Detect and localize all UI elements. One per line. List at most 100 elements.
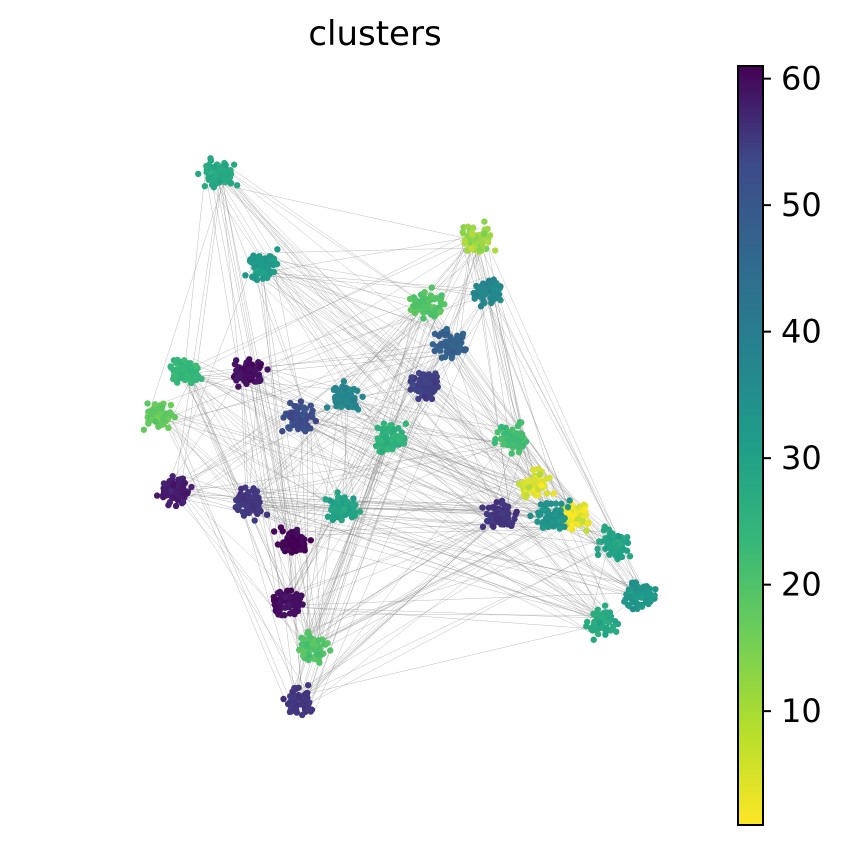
scatter-point xyxy=(356,508,364,515)
scatter-point xyxy=(205,161,213,168)
scatter-point xyxy=(326,647,334,654)
graph-edge xyxy=(340,504,647,599)
graph-edge xyxy=(290,413,613,611)
scatter-point xyxy=(194,372,202,380)
scatter-point xyxy=(239,508,247,516)
scatter-point xyxy=(564,503,572,511)
scatter-point xyxy=(201,183,209,190)
scatter-point xyxy=(489,504,497,511)
scatter-point xyxy=(140,426,148,433)
scatter-point xyxy=(338,516,345,524)
scatter-point xyxy=(350,385,358,393)
graph-edge xyxy=(260,252,304,704)
scatter-point xyxy=(397,434,404,441)
scatter-point xyxy=(299,535,306,542)
scatter-point xyxy=(274,603,282,611)
scatter-point xyxy=(490,523,497,530)
scatter-point xyxy=(493,498,500,506)
graph-edge xyxy=(220,168,490,513)
graph-edge xyxy=(224,172,506,510)
scatter-point xyxy=(576,503,583,510)
scatter-point xyxy=(211,163,218,171)
graph-edge xyxy=(297,419,639,598)
scatter-point xyxy=(350,495,357,502)
graph-edge xyxy=(168,414,552,523)
scatter-point xyxy=(240,501,248,508)
scatter-point xyxy=(279,428,286,435)
scatter-point xyxy=(491,247,499,254)
scatter-point xyxy=(173,489,180,497)
scatter-point xyxy=(350,501,358,508)
graph-edge xyxy=(150,175,226,408)
graph-edge xyxy=(287,290,423,606)
graph-edge xyxy=(337,510,597,636)
scatter-point xyxy=(153,492,161,499)
scatter-point xyxy=(278,611,285,619)
scatter-point xyxy=(485,239,492,246)
graph-edge xyxy=(589,541,610,623)
scatter-point xyxy=(165,501,172,509)
scatter-point xyxy=(276,588,284,596)
graph-edge xyxy=(251,295,489,370)
scatter-point xyxy=(497,520,505,527)
graph-edge xyxy=(248,511,638,585)
scatter-point xyxy=(473,282,480,290)
graph-edge xyxy=(172,373,241,481)
scatter-point xyxy=(271,595,279,602)
scatter-point xyxy=(476,247,483,254)
scatter-point xyxy=(461,237,468,244)
scatter-point xyxy=(235,369,243,376)
colorbar-tick-label: 30 xyxy=(781,439,822,477)
graph-edge xyxy=(454,354,505,505)
scatter-point xyxy=(469,231,476,239)
graph-edge xyxy=(175,484,308,650)
graph-edge xyxy=(300,539,620,709)
scatter-point xyxy=(408,374,415,381)
scatter-point xyxy=(279,528,286,535)
colorbar-tick-label: 10 xyxy=(781,692,822,730)
scatter-point xyxy=(506,437,513,444)
scatter-point xyxy=(238,485,245,493)
scatter-point xyxy=(315,637,322,644)
scatter-point xyxy=(287,708,295,715)
scatter-point xyxy=(561,514,568,522)
scatter-point xyxy=(606,540,613,548)
scatter-point xyxy=(443,325,450,333)
graph-edge xyxy=(472,243,522,438)
scatter-point xyxy=(582,511,589,518)
scatter-point xyxy=(546,474,553,482)
graph-edge xyxy=(447,251,477,350)
scatter-point xyxy=(643,583,650,590)
graph-edge xyxy=(314,421,552,516)
scatter-point xyxy=(426,379,433,387)
graph-edge xyxy=(227,165,427,306)
scatter-point xyxy=(426,297,433,304)
scatter-point xyxy=(527,512,534,520)
scatter-point xyxy=(259,275,267,282)
graph-edge xyxy=(175,444,510,493)
scatter-point xyxy=(594,606,602,613)
scatter-point xyxy=(596,619,603,627)
graph-edge xyxy=(315,514,572,643)
scatter-point xyxy=(624,539,632,547)
scatter-point xyxy=(471,290,478,297)
scatter-point xyxy=(280,695,287,703)
colorbar-tick-label: 40 xyxy=(781,313,822,351)
scatter-point xyxy=(250,502,258,509)
graph-edge xyxy=(259,269,300,652)
graph-edge xyxy=(295,515,549,716)
scatter-point xyxy=(515,449,523,456)
graph-edge xyxy=(162,337,451,428)
graph-edge xyxy=(309,238,483,705)
scatter-point xyxy=(480,230,488,238)
scatter-point xyxy=(342,384,349,392)
scatter-point xyxy=(279,541,286,549)
scatter-point xyxy=(241,377,248,384)
scatter-point xyxy=(415,395,422,403)
scatter-point xyxy=(297,423,305,430)
graph-edge xyxy=(308,514,503,636)
graph-edge xyxy=(252,256,511,441)
scatter-point xyxy=(566,510,573,518)
scatter-point xyxy=(430,385,438,393)
graph-edge xyxy=(335,398,506,429)
